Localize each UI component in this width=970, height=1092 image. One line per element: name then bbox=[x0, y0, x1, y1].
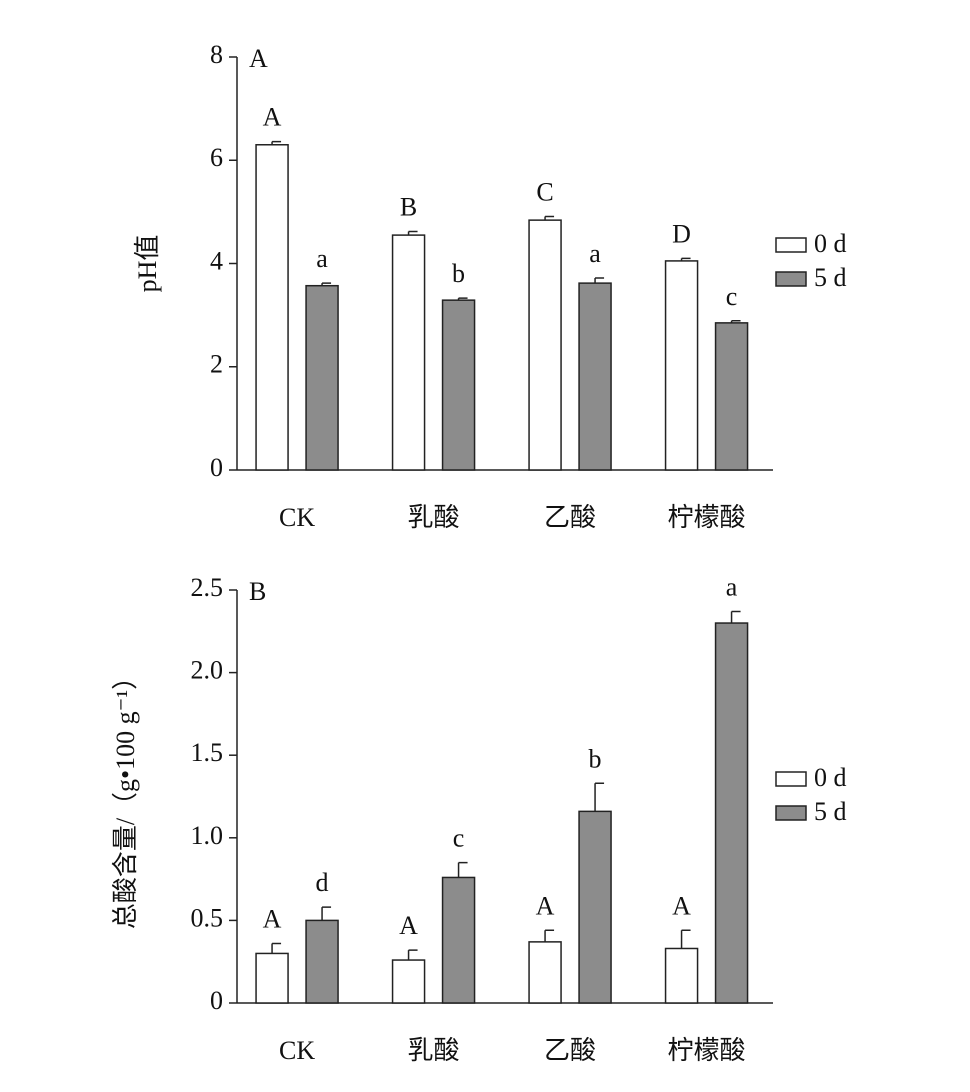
bar bbox=[391, 234, 426, 471]
x-tick-label: 柠檬酸 bbox=[668, 503, 746, 532]
significance-letter: A bbox=[263, 904, 282, 933]
x-tick-label: 乙酸 bbox=[544, 1036, 596, 1065]
y-tick-label: 0 bbox=[210, 453, 223, 482]
bar bbox=[528, 941, 562, 1004]
significance-letter: b bbox=[589, 744, 602, 773]
legend-swatch bbox=[775, 771, 807, 787]
y-tick-label: 8 bbox=[210, 40, 223, 69]
legend-swatch bbox=[775, 237, 807, 253]
bar bbox=[391, 959, 426, 1004]
error-bar bbox=[594, 782, 605, 812]
y-tick-label: 1.0 bbox=[191, 821, 224, 850]
bar bbox=[441, 876, 476, 1004]
bar bbox=[528, 219, 562, 471]
y-tick-label: 6 bbox=[210, 143, 223, 172]
significance-letter: d bbox=[316, 868, 329, 897]
error-bar bbox=[594, 277, 605, 284]
significance-letter: c bbox=[453, 824, 465, 853]
significance-letter: D bbox=[672, 219, 691, 248]
significance-letter: c bbox=[726, 282, 738, 311]
significance-letter: A bbox=[263, 103, 282, 132]
legend-label: 5 d bbox=[814, 263, 847, 292]
panel-label: B bbox=[249, 577, 266, 606]
panel-label: A bbox=[249, 44, 268, 73]
error-bar bbox=[407, 949, 418, 961]
error-bar bbox=[271, 942, 282, 954]
error-bar bbox=[321, 906, 332, 921]
error-bar bbox=[680, 929, 691, 949]
y-tick-label: 2.0 bbox=[191, 656, 224, 685]
bar bbox=[441, 299, 476, 471]
y-axis-label: pH值 bbox=[133, 235, 162, 293]
error-bar bbox=[457, 297, 468, 301]
error-bar bbox=[730, 320, 741, 323]
y-tick-label: 0 bbox=[210, 986, 223, 1015]
error-bar bbox=[271, 140, 282, 145]
significance-letter: A bbox=[536, 891, 555, 920]
bar bbox=[578, 282, 612, 471]
error-bar bbox=[407, 230, 418, 236]
significance-letter: a bbox=[726, 572, 738, 601]
bar bbox=[305, 919, 339, 1004]
x-tick-label: 柠檬酸 bbox=[668, 1036, 746, 1065]
significance-letter: b bbox=[452, 259, 465, 288]
significance-letter: A bbox=[399, 911, 418, 940]
error-bar bbox=[544, 929, 555, 942]
significance-letter: A bbox=[672, 891, 691, 920]
legend-label: 0 d bbox=[814, 763, 847, 792]
bar bbox=[255, 952, 289, 1004]
error-bar bbox=[680, 257, 691, 261]
legend-swatch bbox=[775, 805, 807, 821]
y-tick-label: 2.5 bbox=[191, 573, 224, 602]
significance-letter: a bbox=[589, 239, 601, 268]
x-tick-label: 乳酸 bbox=[408, 503, 460, 532]
significance-letter: B bbox=[400, 192, 417, 221]
bar bbox=[305, 284, 339, 471]
y-tick-label: 1.5 bbox=[191, 738, 224, 767]
legend-label: 0 d bbox=[814, 229, 847, 258]
x-tick-label: CK bbox=[279, 1036, 315, 1065]
y-tick-label: 0.5 bbox=[191, 903, 224, 932]
y-tick-label: 4 bbox=[210, 246, 223, 275]
legend-swatch bbox=[775, 271, 807, 287]
legend-label: 5 d bbox=[814, 797, 847, 826]
error-bar bbox=[321, 282, 332, 286]
bar bbox=[578, 810, 612, 1004]
significance-letter: a bbox=[316, 244, 328, 273]
x-tick-label: 乳酸 bbox=[408, 1036, 460, 1065]
bar bbox=[664, 260, 699, 471]
y-tick-label: 2 bbox=[210, 350, 223, 379]
bar bbox=[664, 947, 699, 1004]
error-bar bbox=[730, 610, 741, 624]
y-axis-label: 总酸含量/（g•100 g⁻¹） bbox=[111, 664, 140, 929]
x-tick-label: CK bbox=[279, 503, 315, 532]
bar bbox=[714, 322, 749, 471]
error-bar bbox=[457, 861, 468, 878]
error-bar bbox=[544, 215, 555, 221]
significance-letter: C bbox=[536, 177, 553, 206]
bar bbox=[714, 622, 749, 1004]
bar bbox=[255, 144, 289, 471]
x-tick-label: 乙酸 bbox=[544, 503, 596, 532]
